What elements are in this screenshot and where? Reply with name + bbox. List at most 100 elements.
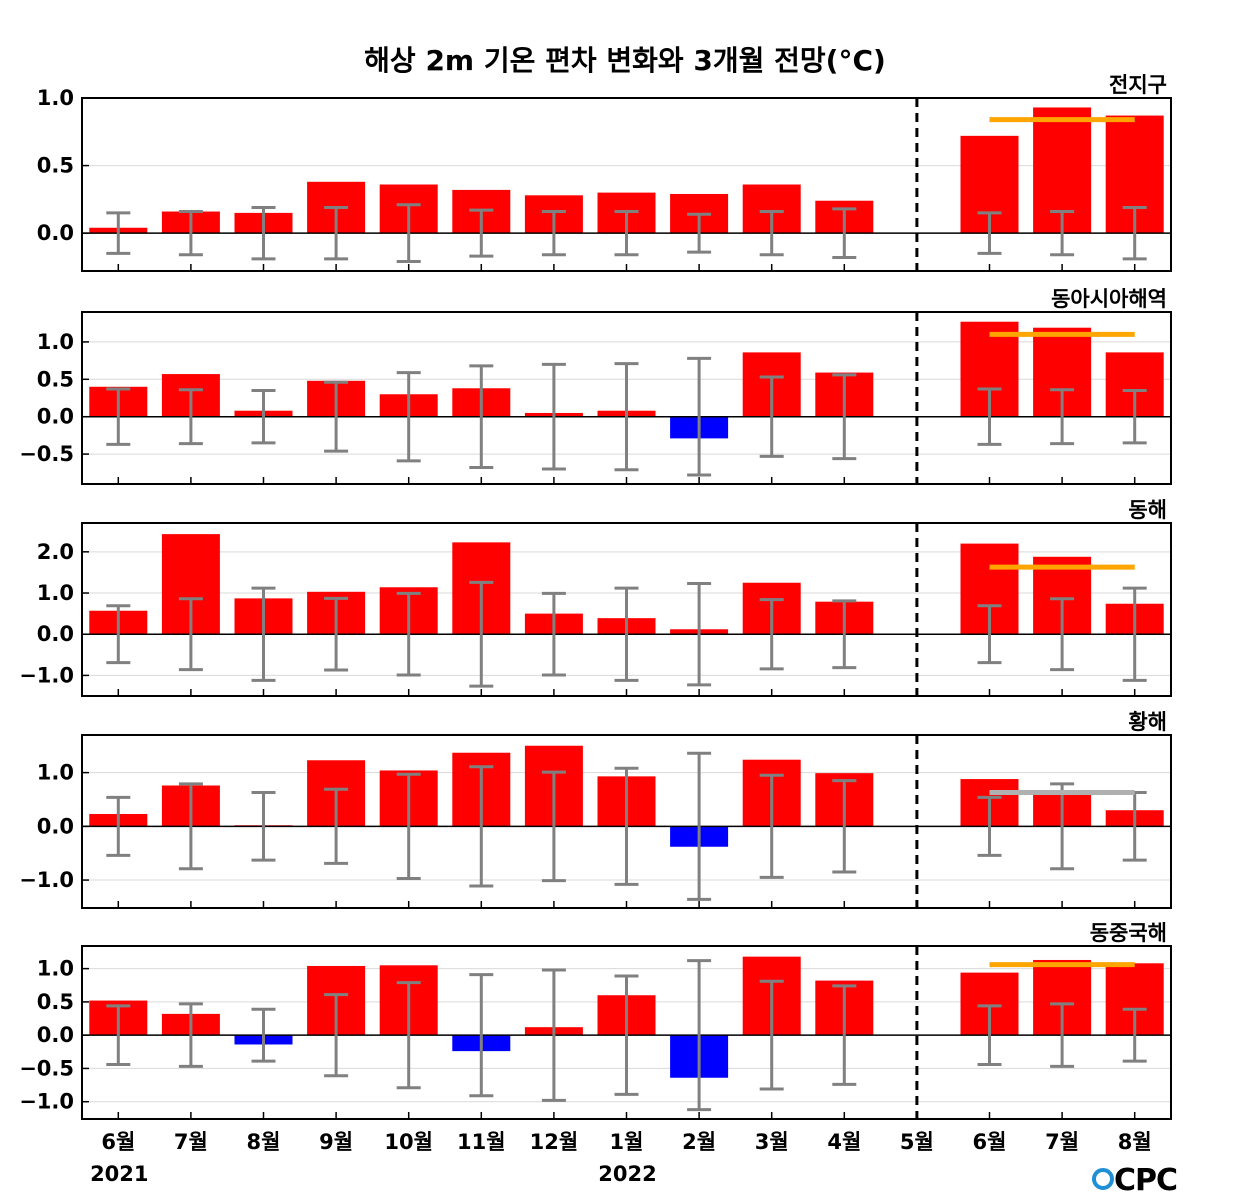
x-axis-labels: 6월 7월 8월 9월 10월 11월 12월 1월 2월 3월 4월 5월 6월 7월 8월 2021 202…: [90, 1130, 1152, 1186]
panel-label: 동해: [1128, 498, 1167, 522]
logo-emblem-icon: [1092, 1168, 1114, 1190]
panel-4: −1.0 0.0 1.0 황해: [19, 710, 1172, 909]
error-bar: [251, 586, 276, 682]
x-tick-label: 6월: [973, 1130, 1007, 1154]
y-tick-label: −0.5: [19, 442, 74, 466]
panel-1: 0.0 0.5 1.0 전지구: [37, 73, 1172, 272]
error-bar: [396, 371, 421, 463]
y-tick-label: 0.5: [37, 990, 74, 1014]
y-tick-label: 1.0: [37, 581, 74, 605]
error-bar: [106, 604, 131, 665]
error-bar: [1050, 597, 1075, 672]
y-tick-label: 0.0: [37, 814, 74, 838]
x-tick-label: 1월: [610, 1130, 644, 1154]
error-bar: [469, 765, 494, 888]
x-tick-label: 6월: [101, 1130, 135, 1154]
error-bar: [324, 380, 349, 453]
error-bar: [1122, 389, 1147, 445]
error-bar: [251, 389, 276, 445]
x-tick-label: 7월: [1045, 1130, 1079, 1154]
panel-frame: [81, 311, 1172, 485]
panel-5: −1.0 −0.5 0.0 0.5 1.0 동중국해: [19, 921, 1172, 1120]
error-bar: [977, 211, 1002, 255]
panel-2: −0.5 0.0 0.5 1.0 동아시아해역: [19, 287, 1172, 485]
error-bar: [1050, 210, 1075, 257]
error-bar: [1122, 205, 1147, 261]
panel-label: 황해: [1128, 710, 1167, 734]
y-tick-label: −1.0: [19, 663, 74, 687]
error-bar: [469, 973, 494, 1098]
cpc-logo: CPC: [1092, 1163, 1178, 1198]
y-tick-label: 0.0: [37, 622, 74, 646]
error-bar: [469, 580, 494, 688]
error-bar: [1050, 782, 1075, 871]
y-tick-label: 1.0: [37, 330, 74, 354]
panel-frame: [81, 97, 1172, 272]
year-label: 2022: [598, 1162, 656, 1186]
logo-wordmark: CPC: [1114, 1163, 1177, 1198]
error-bar: [1050, 1002, 1075, 1068]
error-bar: [106, 211, 131, 255]
error-bar: [614, 766, 639, 886]
x-tick-label: 5월: [900, 1130, 934, 1154]
panel-label: 전지구: [1109, 73, 1167, 97]
panels-group: 0.0 0.5 1.0 전지구 −0.5 0.0 0.5 1.0 동아시아해역 −1.0 0.0 1.…: [19, 73, 1172, 1120]
error-bar: [759, 979, 784, 1091]
y-tick-label: 0.0: [37, 405, 74, 429]
error-bar: [1122, 586, 1147, 682]
error-bar: [687, 751, 712, 901]
error-bar: [977, 387, 1002, 446]
error-bar: [541, 591, 566, 677]
error-bar: [396, 203, 421, 264]
x-tick-label: 7월: [174, 1130, 208, 1154]
error-bar: [324, 596, 349, 672]
error-bar: [977, 795, 1002, 857]
error-bar: [977, 604, 1002, 665]
error-bar: [832, 599, 857, 670]
error-bar: [178, 597, 203, 672]
error-bar: [396, 981, 421, 1090]
error-bar: [178, 210, 203, 257]
error-bar: [106, 795, 131, 857]
y-tick-label: 1.0: [37, 761, 74, 785]
error-bar: [687, 212, 712, 254]
error-bar: [106, 1004, 131, 1066]
error-bar: [396, 591, 421, 677]
error-bar: [614, 210, 639, 257]
error-bar: [832, 984, 857, 1086]
error-bar: [178, 388, 203, 446]
error-bar: [541, 362, 566, 471]
error-bar: [251, 790, 276, 862]
x-tick-label: 12월: [530, 1130, 579, 1154]
error-bar: [759, 598, 784, 671]
y-tick-label: 0.0: [37, 221, 74, 245]
error-bar: [614, 362, 639, 472]
y-tick-label: −0.5: [19, 1056, 74, 1080]
y-tick-label: 2.0: [37, 540, 74, 564]
error-bar: [759, 773, 784, 879]
error-bar: [324, 993, 349, 1078]
y-tick-label: 0.5: [37, 154, 74, 178]
error-bar: [687, 582, 712, 687]
y-tick-label: −1.0: [19, 868, 74, 892]
x-tick-label: 8월: [247, 1130, 281, 1154]
error-bar: [832, 373, 857, 461]
error-bar: [759, 375, 784, 458]
error-bar: [541, 770, 566, 883]
y-tick-label: −1.0: [19, 1090, 74, 1114]
error-bar: [541, 968, 566, 1102]
error-bar: [251, 205, 276, 261]
error-bar: [178, 782, 203, 871]
x-tick-label: 8월: [1118, 1130, 1152, 1154]
x-tick-label: 9월: [319, 1130, 353, 1154]
panel-3: −1.0 0.0 1.0 2.0 동해: [19, 498, 1172, 697]
panel-frame: [81, 734, 1172, 909]
error-bar: [1050, 388, 1075, 446]
error-bar: [759, 210, 784, 257]
panel-label: 동아시아해역: [1051, 287, 1167, 311]
x-tick-label: 3월: [755, 1130, 789, 1154]
error-bar: [687, 959, 712, 1112]
error-bar: [324, 787, 349, 865]
y-tick-label: 1.0: [37, 86, 74, 110]
chart-title: 해상 2m 기온 편차 변화와 3개월 전망(°C): [364, 44, 886, 77]
